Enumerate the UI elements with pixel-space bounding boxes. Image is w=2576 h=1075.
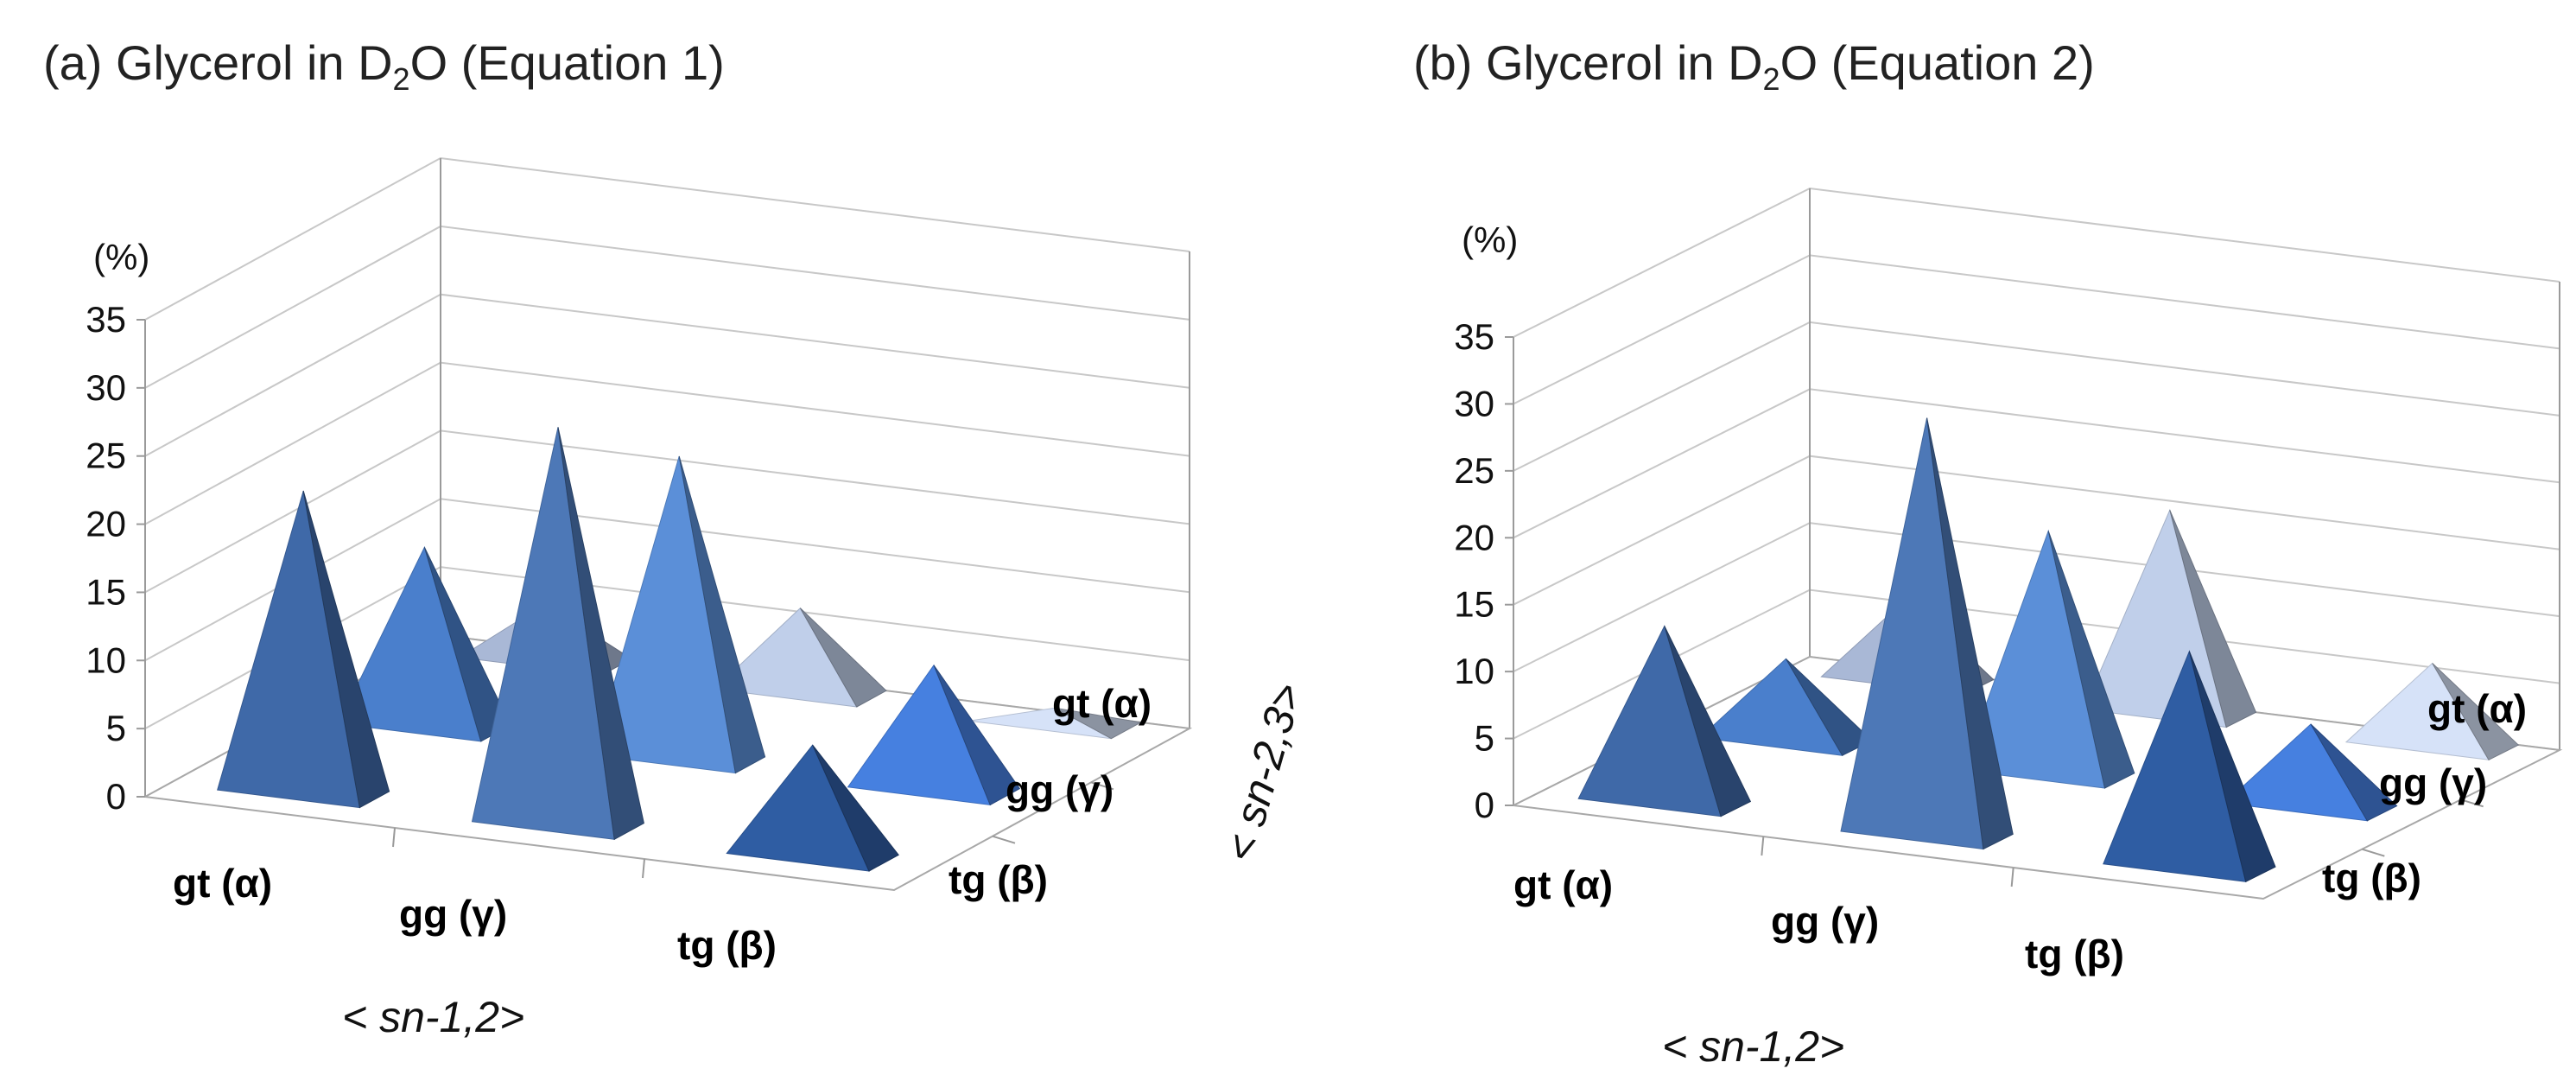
y-tick-10: 10 (86, 639, 126, 680)
y-tick-5: 5 (106, 708, 126, 748)
gridline-30 (1513, 254, 2560, 405)
y-tick-0: 0 (106, 776, 126, 817)
pyramid-tg (β)-tg (β) (2344, 662, 2520, 760)
panel-a-z-label-tg: tg (β) (949, 857, 1048, 902)
pyramid-side-face (302, 490, 390, 809)
panel-a-x-label-gt: gt (α) (173, 861, 272, 906)
z-tick-mark-1 (1090, 781, 1114, 791)
pyramid-gg (γ)-gg (γ) (1961, 529, 2135, 789)
panel-b-title: (b) Glycerol in D2O (Equation 2) (1413, 35, 2095, 97)
panel-a-z-label-gt: gt (α) (1052, 681, 1152, 726)
gridline-30 (144, 225, 1190, 389)
panel-b-z-label-tg: tg (β) (2322, 856, 2421, 900)
panel-b-y-ticks: 0 5 10 15 20 25 30 35 (1454, 316, 1513, 825)
pyramid-gg (γ)-tg (β) (2083, 508, 2257, 728)
gridline-35 (144, 156, 1190, 321)
gridline-25 (1513, 321, 2560, 472)
x-tick-mark-0 (1761, 836, 1765, 856)
pyramid-tg (β)-gt (α) (726, 744, 899, 872)
panel-a-y-ticks: 0 5 10 15 20 25 30 35 (86, 299, 145, 817)
pyramid-side-face (933, 665, 1021, 806)
pyramid-side-face (1785, 658, 1873, 756)
panel-a-unit-label: (%) (93, 237, 149, 277)
y-tick-0: 0 (1475, 785, 1494, 825)
panel-a-x-label-tg: tg (β) (677, 923, 777, 968)
y-tick-25: 25 (1454, 450, 1494, 491)
panel-b-z-label-gt: gt (α) (2427, 686, 2527, 731)
pyramid-gt (α)-gt (α) (1577, 625, 1752, 817)
pyramid-side-face (2432, 663, 2520, 760)
y-tick-5: 5 (1475, 718, 1494, 759)
gridline-35 (1513, 187, 2560, 338)
panel-b-pyramids (1577, 417, 2520, 883)
panel-b-x-label-gt: gt (α) (1513, 862, 1613, 907)
panel-a: (a) Glycerol in D2O (Equation 1) 0 5 10 15 2… (43, 35, 1193, 1041)
pyramid-side-face (1664, 626, 1752, 817)
z-tick-mark-0 (992, 835, 1016, 844)
pyramid-gg (γ)-tg (β) (713, 607, 887, 708)
z-tick-mark-0 (2362, 848, 2385, 857)
x-tick-mark-0 (392, 827, 396, 848)
panel-b: (b) Glycerol in D2O (Equation 2) 0 5 10 15 2… (1215, 35, 2563, 1071)
pyramid-side-face (1926, 417, 2014, 850)
y-tick-20: 20 (86, 504, 126, 544)
y-tick-35: 35 (86, 299, 126, 340)
panel-b-unit-label: (%) (1462, 219, 1518, 260)
pyramid-gt (α)-gg (γ) (1698, 658, 1873, 756)
y-tick-25: 25 (86, 436, 126, 476)
pyramid-tg (β)-tg (β) (968, 707, 1143, 740)
pyramid-side-face (2169, 510, 2257, 728)
y-tick-20: 20 (1454, 517, 1494, 557)
panel-a-x-label-gg: gg (γ) (399, 892, 507, 937)
y-tick-15: 15 (86, 571, 126, 612)
panel-b-z-axis-title: < sn-2,3> (1215, 678, 1312, 868)
panel-a-title: (a) Glycerol in D2O (Equation 1) (43, 35, 725, 97)
panel-b-x-label-tg: tg (β) (2025, 932, 2124, 976)
pyramid-side-face (2047, 531, 2135, 789)
y-tick-30: 30 (1454, 383, 1494, 423)
pyramid-gt (α)-gt (α) (217, 490, 390, 809)
pyramid-tg (β)-gg (γ) (2224, 723, 2398, 822)
panel-b-x-label-gg: gg (γ) (1771, 899, 1879, 944)
panel-a-z-label-gg: gg (γ) (1006, 767, 1114, 812)
pyramid-gg (γ)-gg (γ) (593, 455, 766, 774)
panel-a-x-axis-title: < sn-1,2> (342, 993, 524, 1041)
panel-b-x-axis-title: < sn-1,2> (1662, 1022, 1844, 1071)
pyramid-side-face (812, 744, 899, 872)
pyramid-gg (γ)-gt (α) (1840, 417, 2014, 850)
pyramid-tg (β)-gg (γ) (847, 664, 1021, 806)
pyramid-gg (γ)-gt (α) (471, 427, 644, 841)
x-tick-mark-1 (2010, 867, 2014, 887)
panel-a-pyramids (217, 427, 1143, 872)
x-tick-mark-1 (642, 858, 645, 879)
pyramid-tg (β)-gt (α) (2103, 650, 2276, 883)
pyramid-side-face (678, 455, 766, 774)
y-tick-30: 30 (86, 367, 126, 408)
pyramid-side-face (799, 607, 887, 708)
pyramid-side-face (557, 427, 644, 841)
y-tick-15: 15 (1454, 584, 1494, 625)
y-tick-35: 35 (1454, 316, 1494, 357)
gridline-25 (144, 293, 1190, 457)
gridline-20 (1513, 388, 2560, 539)
y-tick-10: 10 (1454, 651, 1494, 691)
pyramid-side-face (2188, 651, 2276, 883)
pyramid-side-face (1054, 707, 1143, 740)
pyramid-side-face (2310, 723, 2398, 822)
z-tick-mark-1 (2460, 798, 2484, 808)
panel-b-z-label-gg: gg (γ) (2379, 760, 2487, 805)
